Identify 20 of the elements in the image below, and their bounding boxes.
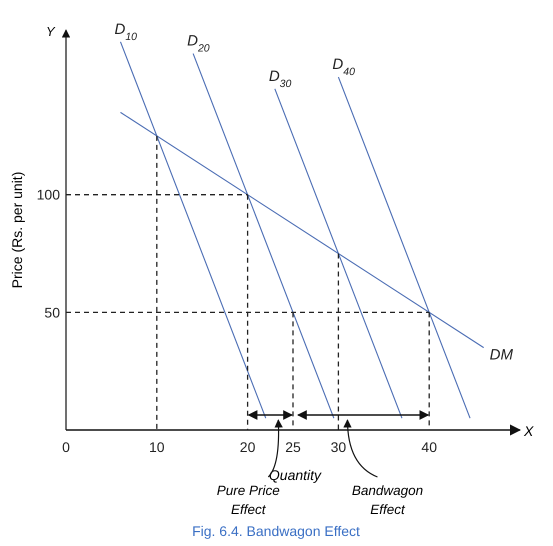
series-label: D$_{10}$: [114, 20, 138, 43]
x-tick-label: 20: [240, 439, 256, 455]
x-tick-label: 40: [421, 439, 438, 455]
x-tick-label: 25: [285, 439, 301, 455]
text: Pure Price Effect: [216, 483, 280, 517]
y-tick-label: 50: [44, 304, 60, 320]
y-axis-title: Price (Rs. per unit): [9, 172, 25, 288]
x-tick-label: 0: [62, 439, 70, 455]
x-axis-title: Quantity: [268, 467, 322, 483]
text: Bandwagon Effect: [352, 483, 424, 517]
text: Y: [46, 24, 56, 39]
text: X: [523, 423, 534, 439]
text: Fig. 6.4. Bandwagon Effect: [192, 523, 360, 539]
series-label: D$_{40}$: [332, 56, 356, 78]
series-label: DM: [490, 346, 514, 364]
series-label: D$_{20}$: [187, 32, 210, 55]
x-tick-label: 10: [149, 439, 165, 455]
y-tick-label: 100: [36, 186, 60, 203]
x-tick-label: 30: [330, 439, 346, 455]
series-label: D$_{30}$: [268, 68, 292, 90]
